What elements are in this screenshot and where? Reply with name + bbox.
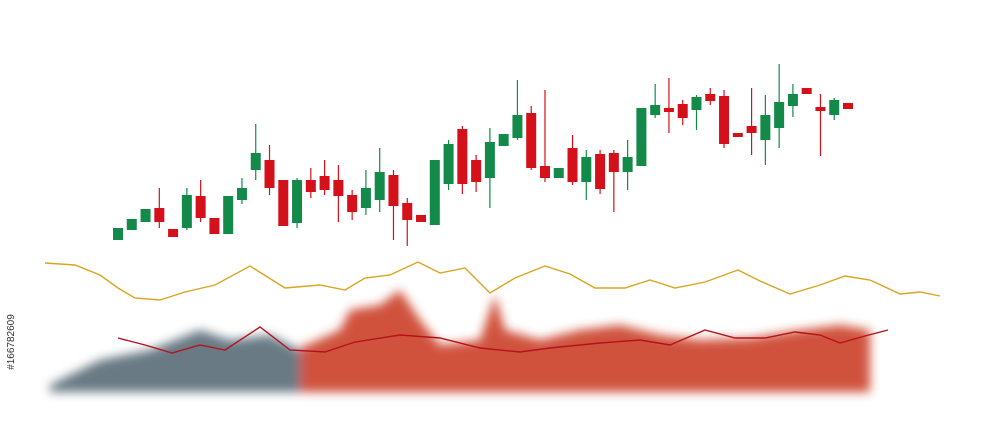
candle-body xyxy=(305,180,316,192)
candle-body xyxy=(292,180,303,223)
candle-body xyxy=(774,102,785,128)
candle-body xyxy=(650,105,661,115)
candle-body xyxy=(333,180,344,196)
candle-body xyxy=(195,196,206,218)
candle-body xyxy=(663,108,674,112)
candle-body xyxy=(181,195,192,228)
candle-body xyxy=(843,103,853,109)
candle-body xyxy=(236,188,247,200)
candle-body xyxy=(443,144,454,184)
candle-body xyxy=(801,88,812,94)
candle-body xyxy=(677,104,688,118)
candle-body xyxy=(553,168,564,178)
candle-body xyxy=(539,166,550,178)
area xyxy=(300,290,870,392)
candle-body xyxy=(484,142,495,178)
candle-body xyxy=(402,203,413,220)
candle-body xyxy=(719,96,730,144)
candle-body xyxy=(278,180,289,226)
candle-body xyxy=(829,100,840,115)
candle-body xyxy=(126,219,137,230)
candle-body xyxy=(815,107,826,111)
candle-body xyxy=(636,108,647,166)
candle-body xyxy=(622,157,633,172)
candle-body xyxy=(360,188,371,208)
candle-body xyxy=(705,94,716,101)
candle-body xyxy=(388,175,399,206)
candle-body xyxy=(429,160,440,225)
candle-body xyxy=(264,160,275,188)
candle-body xyxy=(168,229,179,237)
area-group xyxy=(50,290,870,392)
candle-body xyxy=(787,94,798,106)
candle-body xyxy=(416,215,427,222)
candle-body xyxy=(223,196,234,234)
candle-body xyxy=(581,157,592,182)
candle-body xyxy=(512,115,523,138)
candle-body xyxy=(471,160,482,182)
candle-body xyxy=(498,134,509,146)
candle-body xyxy=(209,218,220,234)
line xyxy=(117,326,889,354)
candle-body xyxy=(319,176,330,190)
candle-body xyxy=(595,154,606,189)
candle-body xyxy=(567,148,578,182)
candle-body xyxy=(374,172,385,200)
candle-body xyxy=(691,97,702,110)
candle-body xyxy=(732,133,743,137)
candle-body xyxy=(760,115,771,140)
line xyxy=(44,261,941,301)
image-id: #166782609 xyxy=(6,314,17,370)
candle-body xyxy=(113,228,123,240)
candle-body xyxy=(347,195,358,212)
candle-body xyxy=(154,208,165,222)
candle-body xyxy=(140,209,151,222)
candle-body xyxy=(457,129,468,184)
candle-body xyxy=(250,153,261,170)
candle-body xyxy=(526,113,537,168)
candle-body xyxy=(608,153,619,172)
candle-body xyxy=(746,126,757,133)
